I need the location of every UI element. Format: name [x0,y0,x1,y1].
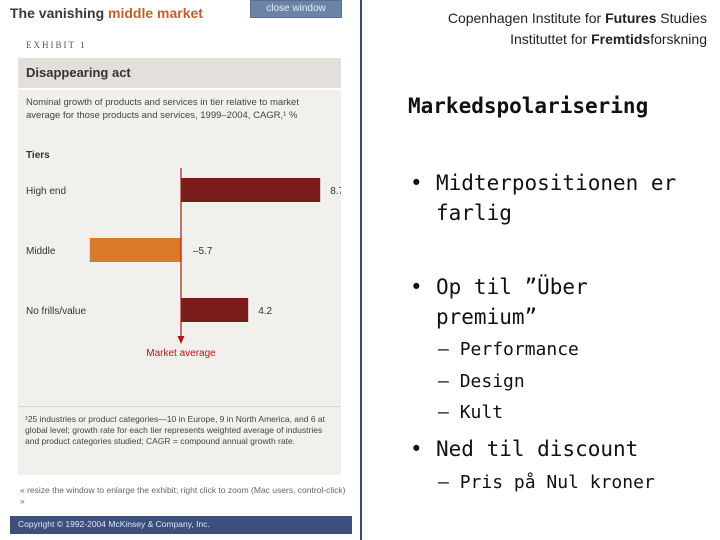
bullet-1-text: Midterpositionen er farlig [436,171,677,225]
bar [181,298,249,322]
institute-da-post: forskning [650,31,707,47]
exhibit-title-plain: The vanishing [10,5,109,21]
bullet-dot: • [410,437,423,461]
chart-footnote: ¹25 industries or product categories—10 … [25,414,326,446]
bar [181,178,321,202]
category-label: Middle [26,246,56,257]
institute-da-pre: Instituttet for [510,31,592,47]
sub-bullet: – Kult [438,402,504,423]
bullet-3-text: Ned til discount [436,437,639,461]
chart-subtitle-line-2: average for those products and services,… [26,110,298,121]
bar-chart: Nominal growth of products and services … [26,97,341,359]
bar [89,238,181,262]
market-average-marker [177,336,185,344]
value-label: 4.2 [258,306,272,317]
bullet-3: • Ned til discount [410,434,700,464]
copyright-bar: Copyright © 1992-2004 McKinsey & Company… [10,516,352,534]
value-label: –5.7 [193,246,213,257]
chart-subtitle-line-1: Nominal growth of products and services … [26,97,299,108]
value-label: 8.7 [330,186,341,197]
sub-bullet-text: Design [459,371,525,392]
copyright-text: Copyright © 1992-2004 McKinsey & Company… [18,519,210,529]
exhibit-window-title: The vanishing middle market [10,5,203,21]
institute-da-strong: Fremtids [591,31,651,47]
resize-instructions: « resize the window to enlarge the exhib… [20,485,346,506]
exhibit-label: EXHIBIT 1 [26,40,87,50]
chart-axis-title: Tiers [26,150,50,161]
close-window-button[interactable]: close window [250,0,342,18]
sub-bullet: – Design [438,371,525,392]
footnote-box: ¹25 industries or product categories—10 … [18,406,341,475]
institute-en-pre: Copenhagen Institute for [447,10,606,26]
sub-bullet-text: Performance [459,339,579,360]
category-label: No frills/value [26,306,86,317]
exhibit-panel: The vanishing middle market close window… [10,0,362,540]
sub-bullet: – Performance [438,339,579,360]
institute-en-strong: Futures [605,10,657,26]
chart-title: Disappearing act [26,65,131,80]
exhibit-title-accent: middle market [108,5,203,21]
bullet-1: • Midterpositionen er farlig [410,168,690,228]
sub-bullet-text: Kult [459,402,504,423]
institute-en-post: Studies [656,10,707,26]
category-label: High end [26,186,66,197]
institute-name-da: Instituttet for Fremtidsforskning [510,31,707,47]
chart-area: Nominal growth of products and services … [18,90,341,406]
bullet-2-text: Op til ”Über premium” [436,275,588,329]
market-average-label: Market average [146,348,216,359]
sub-bullet-text: Pris på Nul kroner [459,472,655,493]
bullet-2: • Op til ”Über premium” [410,272,630,332]
chart-header: Disappearing act [18,58,341,88]
bullet-dot: • [410,171,423,195]
institute-name-en: Copenhagen Institute for Futures Studies [448,10,707,26]
bullet-dot: • [410,275,423,299]
sub-bullet: – Pris på Nul kroner [438,472,655,493]
slide-title: Markedspolarisering [408,94,649,118]
